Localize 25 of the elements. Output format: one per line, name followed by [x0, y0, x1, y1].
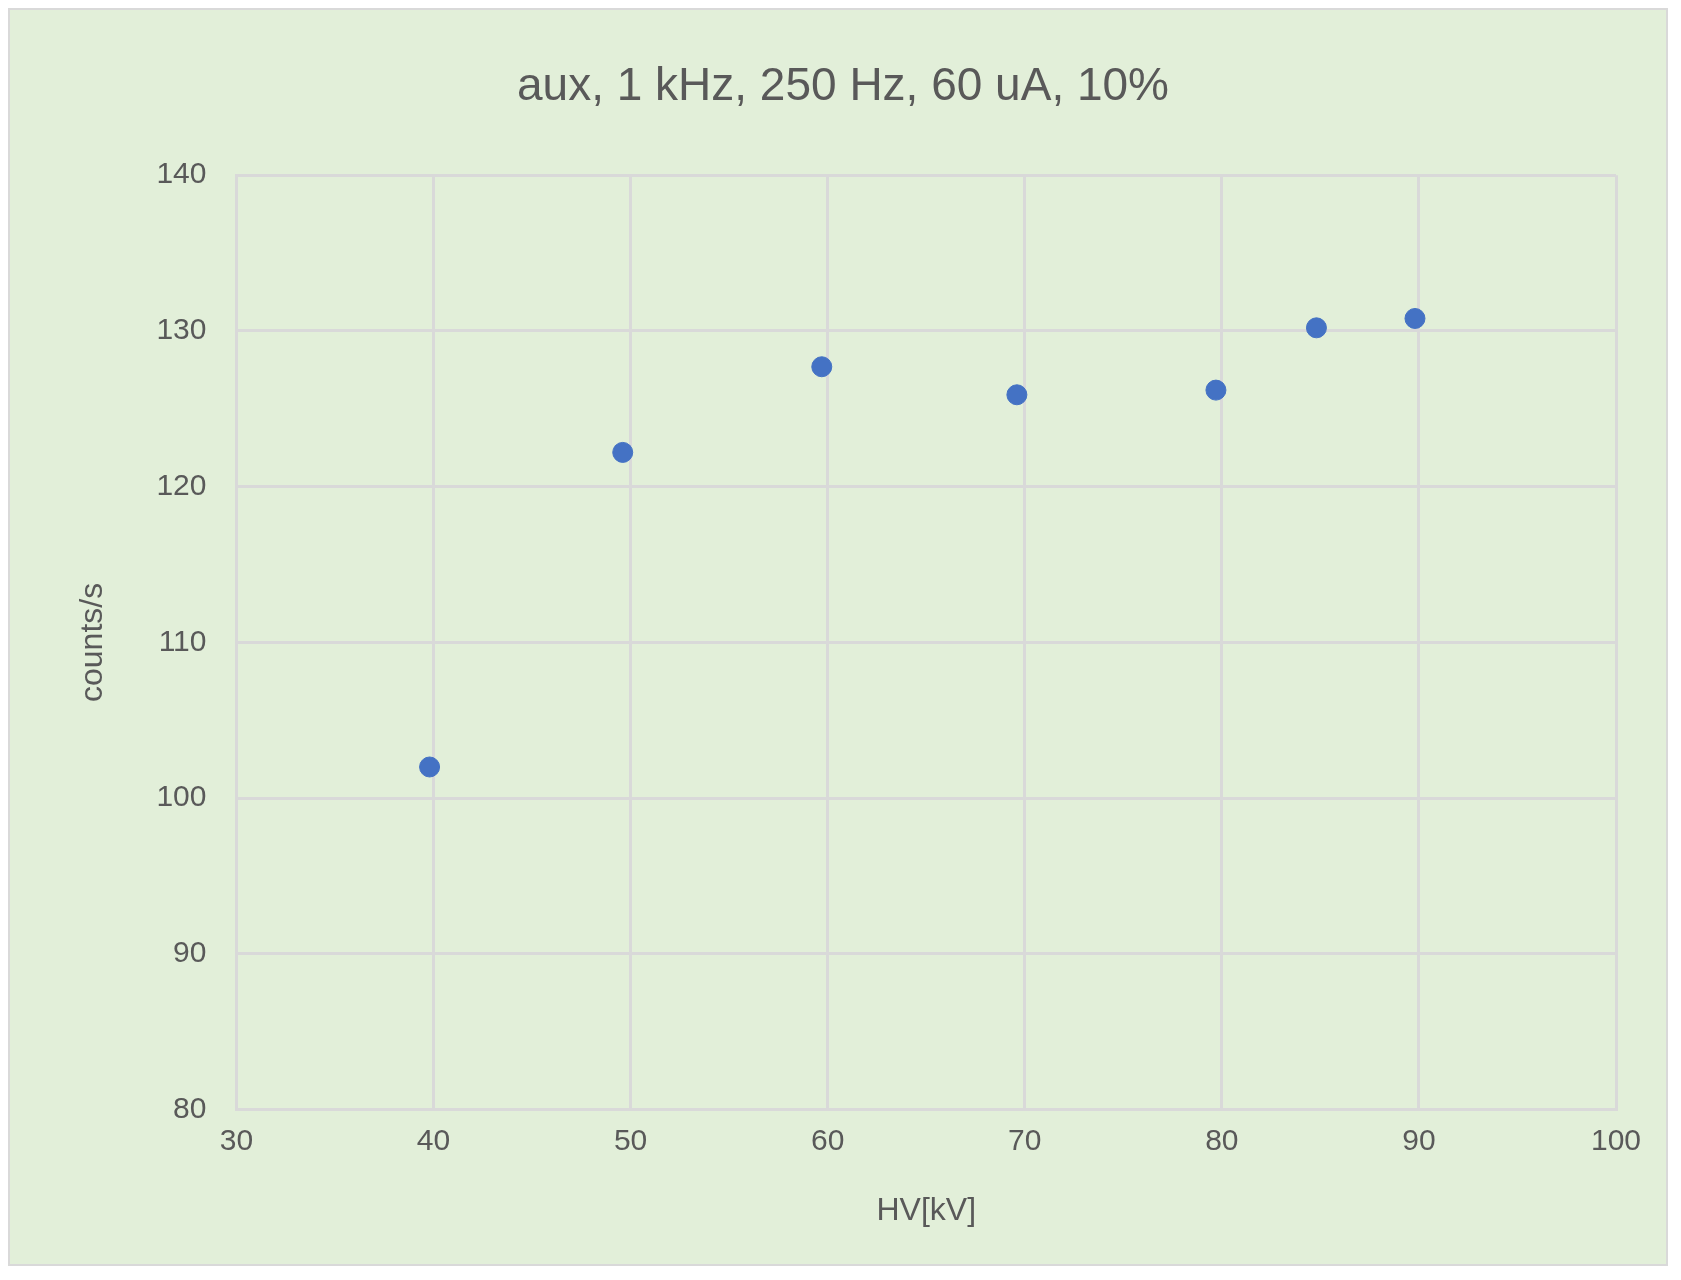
y-tick-label: 140 [156, 156, 207, 190]
point [612, 441, 634, 463]
x-tick-label: 100 [1590, 1122, 1642, 1156]
x-tick-label: 70 [1008, 1122, 1042, 1156]
y-tick-label: 90 [173, 935, 207, 969]
point [1404, 307, 1426, 329]
y-tick-label: 130 [156, 312, 207, 346]
point [419, 756, 441, 778]
x-tick-label: 80 [1205, 1122, 1239, 1156]
x-tick-label: 60 [811, 1122, 845, 1156]
x-tick-label: 30 [219, 1122, 254, 1156]
y-tick-label: 100 [156, 779, 207, 813]
point [1006, 384, 1028, 406]
x-tick-label: 40 [416, 1122, 451, 1156]
chart-title: aux, 1 kHz, 250 Hz, 60 uA, 10% [516, 58, 1170, 111]
x-axis-title: HV[kV] [876, 1190, 977, 1227]
y-axis-title: counts/s [73, 582, 110, 702]
point [1305, 317, 1327, 339]
y-tick-label: 110 [158, 623, 207, 657]
point [1205, 379, 1227, 401]
y-tick-label: 120 [156, 467, 207, 501]
x-tick-label: 90 [1402, 1122, 1436, 1156]
point [811, 356, 833, 378]
y-tick-label: 80 [173, 1090, 207, 1124]
x-tick-label: 50 [613, 1122, 648, 1156]
